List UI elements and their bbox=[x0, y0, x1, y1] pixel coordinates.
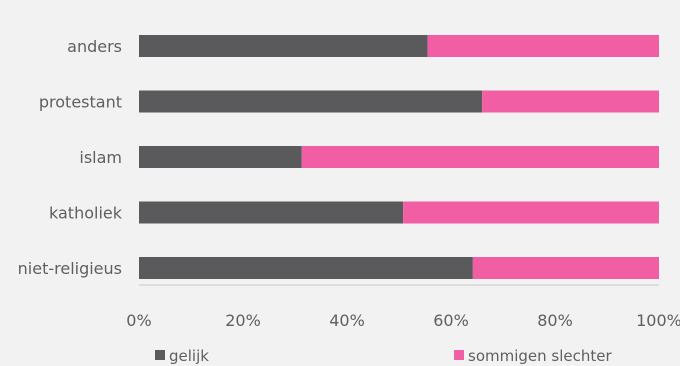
bar-protestant-gelijk bbox=[139, 90, 483, 113]
x-tick-label-4: 80% bbox=[537, 311, 573, 330]
bar-niet-religieus-sommigen-slechter bbox=[472, 257, 659, 279]
bar-niet-religieus-gelijk bbox=[139, 257, 473, 279]
category-label-anders: anders bbox=[67, 37, 122, 56]
x-tick-label-5: 100% bbox=[636, 311, 680, 330]
legend-label-sommigen-slechter: sommigen slechter bbox=[468, 347, 612, 365]
legend-label-gelijk: gelijk bbox=[169, 347, 209, 365]
category-label-niet-religieus: niet-religieus bbox=[18, 259, 122, 278]
x-tick-label-3: 60% bbox=[433, 311, 469, 330]
legend: gelijk sommigen slechter bbox=[155, 347, 612, 365]
legend-swatch-sommigen-slechter bbox=[454, 350, 464, 360]
bar-katholiek-sommigen-slechter bbox=[403, 201, 659, 224]
bar-islam-sommigen-slechter bbox=[301, 146, 659, 168]
x-tick-label-1: 20% bbox=[225, 311, 261, 330]
category-label-islam: islam bbox=[79, 148, 122, 167]
x-tick-labels: 0% 20% 40% 60% 80% 100% bbox=[126, 311, 680, 330]
category-labels: anders protestant islam katholiek niet-relig… bbox=[18, 37, 123, 278]
x-tick-label-2: 40% bbox=[329, 311, 365, 330]
category-label-protestant: protestant bbox=[39, 93, 122, 112]
bar-anders-gelijk bbox=[139, 35, 428, 57]
x-tick-label-0: 0% bbox=[126, 311, 151, 330]
legend-swatch-gelijk bbox=[155, 350, 165, 360]
bar-anders-sommigen-slechter bbox=[427, 35, 659, 57]
bar-katholiek-gelijk bbox=[139, 201, 404, 224]
bar-protestant-sommigen-slechter bbox=[482, 90, 659, 113]
category-label-katholiek: katholiek bbox=[49, 204, 123, 223]
bars bbox=[139, 35, 659, 279]
bar-islam-gelijk bbox=[139, 146, 302, 168]
